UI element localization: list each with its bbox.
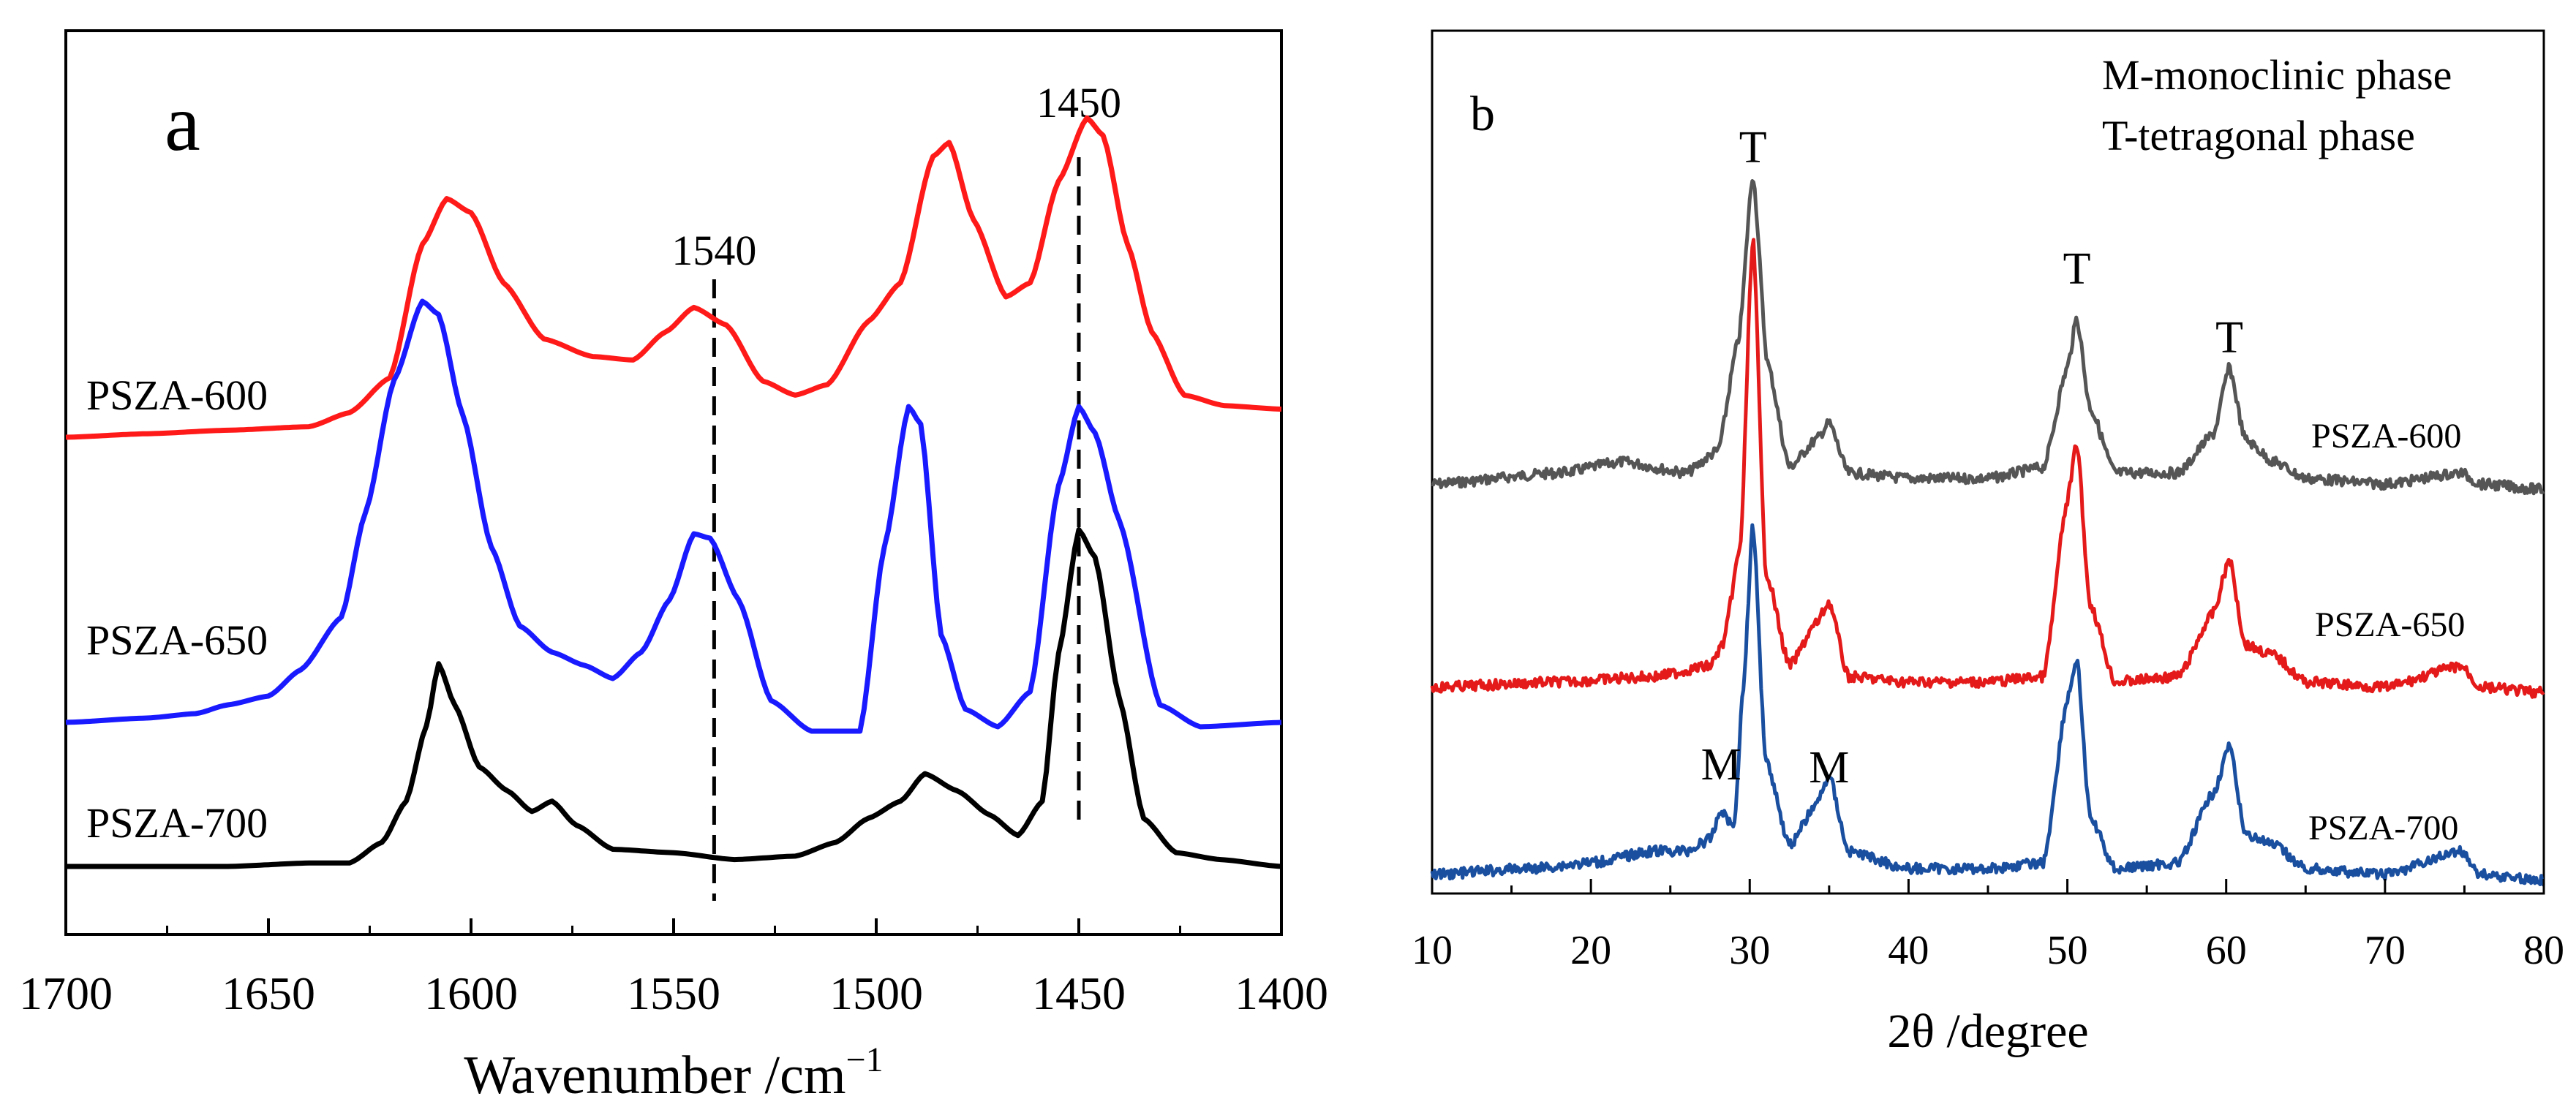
series-label-psza-600: PSZA-600 <box>2311 417 2461 456</box>
panel-b-x-ticks <box>1431 879 2545 893</box>
panel-b-peak-annotations: T T T M M <box>1701 123 2243 793</box>
panel-b-legend-monoclinic: M-monoclinic phase <box>2102 51 2452 99</box>
panel-b-label: b <box>1470 86 1495 141</box>
series-label-psza-600: PSZA-600 <box>86 371 268 419</box>
series-label-psza-650: PSZA-650 <box>86 616 268 664</box>
x-tick-label-1400: 1400 <box>1235 967 1328 1019</box>
panel-a-series-labels: PSZA-600 PSZA-650 PSZA-700 <box>86 371 268 847</box>
x-tick-label-1700: 1700 <box>19 967 113 1019</box>
x-tick-label-80: 80 <box>2523 928 2564 973</box>
reference-line-label-1450: 1450 <box>1036 79 1121 126</box>
x-tick-label-70: 70 <box>2365 928 2406 973</box>
x-tick-label-1550: 1550 <box>627 967 720 1019</box>
panel-b-x-axis-label: 2θ /degree <box>1887 1005 2088 1058</box>
panel-b-xrd-patterns: 10 20 30 40 50 60 70 80 PSZA-600 PSZA-650 PSZA-70… <box>1412 29 2564 1058</box>
peak-annotation-t-60-2: T <box>2215 313 2243 363</box>
panel-a-ir-spectra: 1540 1450 1700 1650 1600 1550 1500 1450 1400 PS… <box>19 29 1328 1106</box>
series-line-psza-700 <box>1430 523 2545 887</box>
x-tick-label-60: 60 <box>2206 928 2247 973</box>
panel-b-x-tick-labels: 10 20 30 40 50 60 70 80 <box>1412 928 2564 973</box>
panel-a-label: a <box>165 78 200 167</box>
peak-annotation-m-35: M <box>1809 743 1849 793</box>
series-label-psza-650: PSZA-650 <box>2315 605 2465 644</box>
x-tick-label-1450: 1450 <box>1032 967 1126 1019</box>
x-tick-label-1650: 1650 <box>222 967 315 1019</box>
panel-a-series <box>65 115 1282 869</box>
peak-annotation-t-50-6: T <box>2063 244 2091 294</box>
panel-a-x-axis-label: Wavenumber /cm−1 <box>464 1040 883 1106</box>
x-tick-label-1600: 1600 <box>424 967 518 1019</box>
x-tick-label-30: 30 <box>1729 928 1770 973</box>
series-label-psza-700: PSZA-700 <box>86 799 268 847</box>
x-tick-label-50: 50 <box>2047 928 2088 973</box>
panel-b-series-labels: PSZA-600 PSZA-650 PSZA-700 <box>2308 417 2465 847</box>
panel-b-series <box>1430 179 2545 887</box>
x-tick-label-40: 40 <box>1888 928 1929 973</box>
series-line-psza-700 <box>66 526 1282 869</box>
x-tick-label-10: 10 <box>1412 928 1453 973</box>
series-line-psza-600 <box>1431 179 2545 496</box>
series-line-psza-650 <box>65 298 1282 734</box>
panel-b-legend-tetragonal: T-tetragonal phase <box>2102 112 2415 159</box>
reference-line-label-1540: 1540 <box>671 227 756 274</box>
series-line-psza-600 <box>65 115 1282 440</box>
series-label-psza-700: PSZA-700 <box>2308 809 2458 847</box>
peak-annotation-t-30-2: T <box>1739 123 1767 173</box>
x-tick-label-1500: 1500 <box>829 967 923 1019</box>
panel-a-x-tick-labels: 1700 1650 1600 1550 1500 1450 1400 <box>19 967 1328 1019</box>
peak-annotation-m-28-2: M <box>1701 740 1741 790</box>
series-line-psza-650 <box>1430 238 2545 699</box>
x-tick-label-20: 20 <box>1570 928 1611 973</box>
panel-a-x-ticks <box>64 918 1283 934</box>
panel-a-reference-lines: 1540 1450 <box>671 79 1121 901</box>
